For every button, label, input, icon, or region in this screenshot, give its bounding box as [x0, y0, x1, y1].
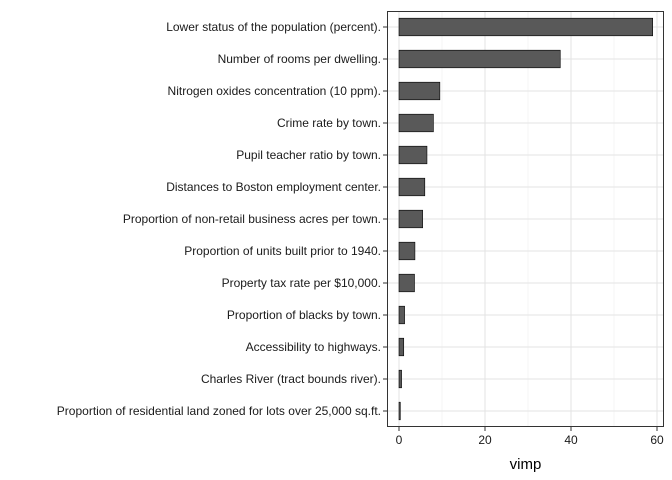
bar	[398, 241, 416, 261]
y-tick-label: Number of rooms per dwelling.	[218, 52, 381, 66]
bars	[398, 17, 653, 421]
x-tick-label: 60	[650, 433, 664, 447]
y-tick-label: Proportion of blacks by town.	[227, 308, 381, 322]
bar	[398, 305, 405, 325]
bar	[398, 49, 561, 69]
x-tick-label: 40	[564, 433, 578, 447]
bar	[398, 209, 423, 229]
x-axis-title: vimp	[510, 456, 542, 473]
bar	[398, 401, 401, 421]
bar	[398, 17, 653, 37]
y-tick-label: Proportion of non-retail business acres …	[123, 212, 381, 226]
bar	[398, 337, 405, 357]
y-axis: Lower status of the population (percent)…	[57, 20, 387, 418]
y-tick-label: Pupil teacher ratio by town.	[236, 148, 381, 162]
x-tick-label: 20	[478, 433, 492, 447]
y-tick-label: Distances to Boston employment center.	[166, 180, 381, 194]
bar	[398, 145, 428, 165]
panel-border	[387, 11, 664, 427]
y-tick-label: Charles River (tract bounds river).	[201, 372, 381, 386]
bar	[398, 273, 415, 293]
bar	[398, 81, 441, 101]
y-tick-label: Lower status of the population (percent)…	[166, 20, 381, 34]
y-tick-label: Proportion of units built prior to 1940.	[184, 244, 381, 258]
y-tick-label: Proportion of residential land zoned for…	[57, 404, 381, 418]
y-tick-label: Accessibility to highways.	[246, 340, 381, 354]
x-axis: 0 20 40 60	[396, 427, 664, 447]
y-tick-label: Property tax rate per $10,000.	[222, 276, 381, 290]
x-tick-label: 0	[396, 433, 403, 447]
y-tick-label: Nitrogen oxides concentration (10 ppm).	[168, 84, 381, 98]
y-tick-label: Crime rate by town.	[277, 116, 381, 130]
bar	[398, 113, 434, 133]
bar	[398, 369, 402, 389]
bar	[398, 177, 426, 197]
